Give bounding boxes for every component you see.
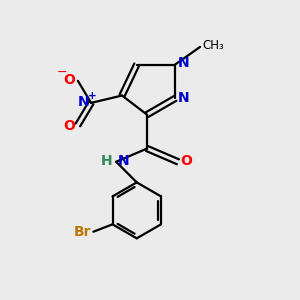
Text: Br: Br — [74, 225, 91, 239]
Text: −: − — [56, 66, 67, 79]
Text: N: N — [118, 154, 129, 168]
Text: O: O — [64, 118, 76, 133]
Text: O: O — [180, 154, 192, 168]
Text: O: O — [64, 73, 76, 87]
Text: N: N — [178, 56, 190, 70]
Text: N: N — [178, 92, 190, 106]
Text: H: H — [101, 154, 112, 168]
Text: N: N — [78, 95, 90, 109]
Text: CH₃: CH₃ — [202, 39, 224, 52]
Text: +: + — [88, 92, 97, 101]
